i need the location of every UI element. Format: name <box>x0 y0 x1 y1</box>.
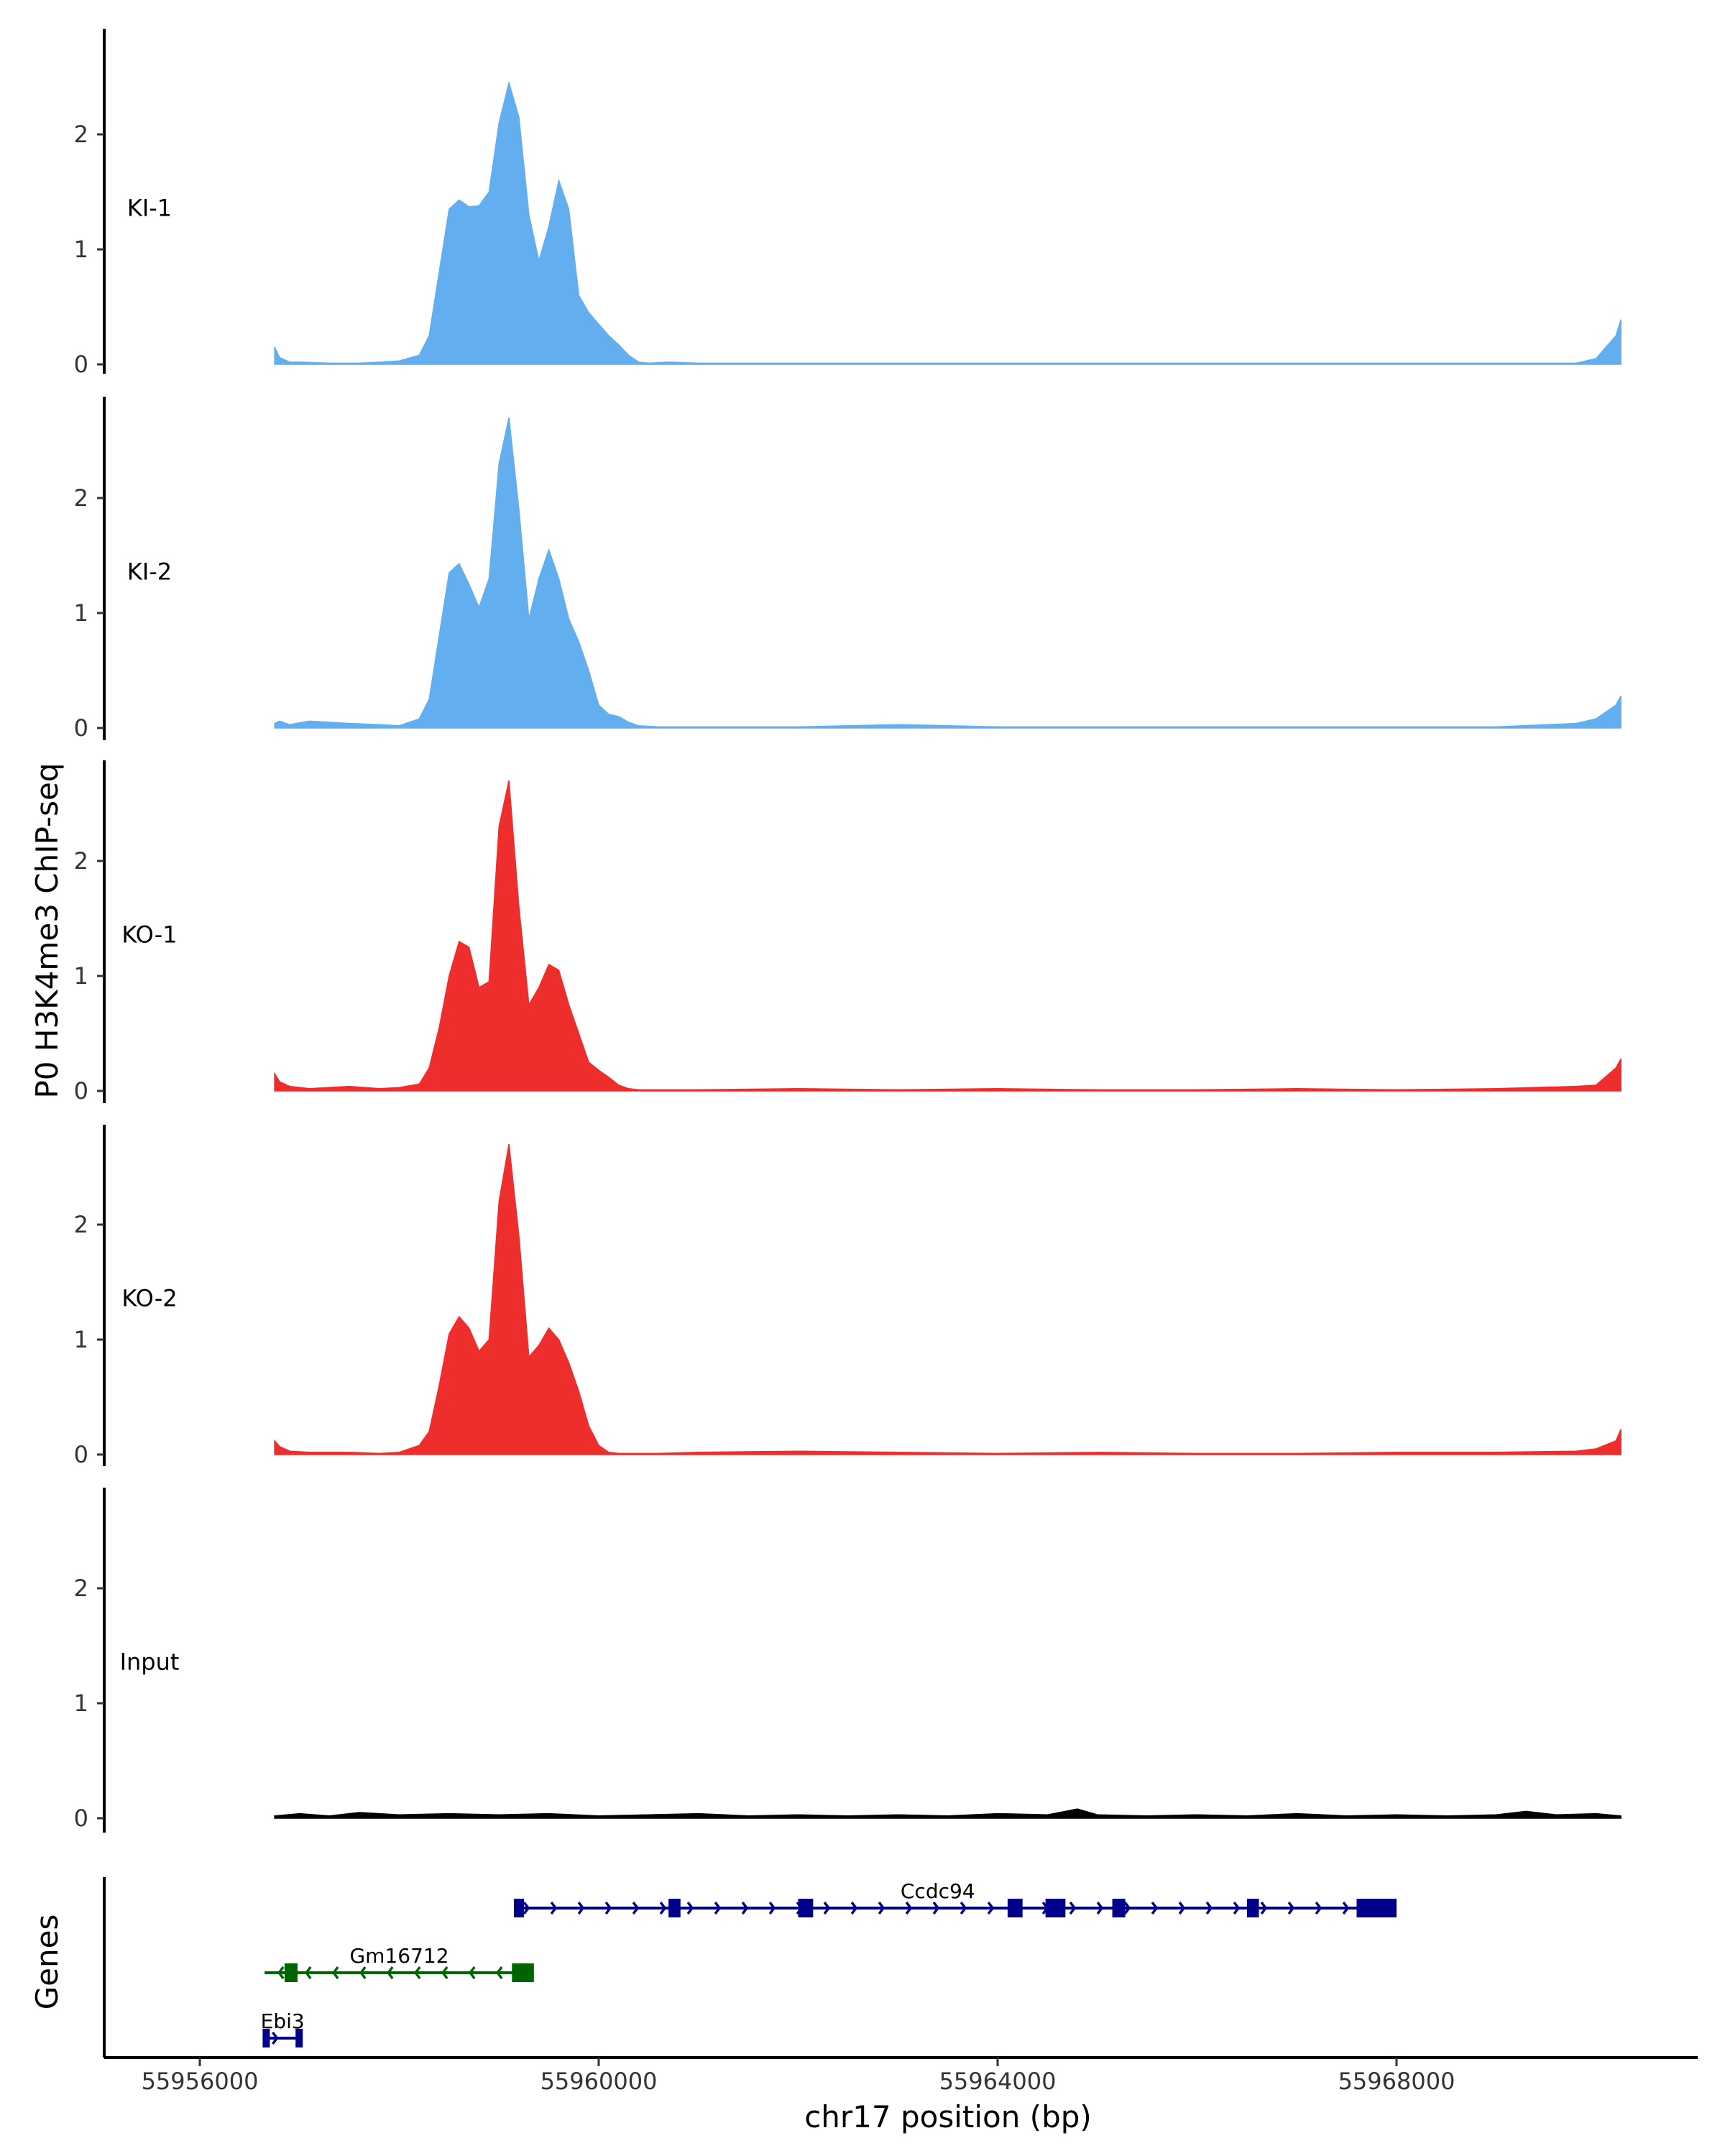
track-panel-ki-2: 0 1 2 KI-2 <box>74 397 1622 742</box>
y-tick-label: 0 <box>74 1077 88 1105</box>
track-label: KI-1 <box>127 194 172 221</box>
coverage-area-ko-1 <box>274 780 1622 1092</box>
exon-block <box>512 1963 534 1982</box>
genes-panel-title: Genes <box>29 1915 65 2010</box>
strand-arrow <box>1233 1901 1241 1915</box>
gene-ebi3: Ebi3 <box>261 2009 305 2047</box>
y-tick-label: 2 <box>74 847 88 875</box>
strand-arrow <box>1096 1901 1104 1915</box>
y-tick-label: 1 <box>74 962 88 990</box>
strand-arrow <box>272 2031 279 2045</box>
track-panel-input: 0 1 2 Input <box>74 1488 1622 1833</box>
exon-block <box>1045 1899 1066 1917</box>
coverage-tracks: 0 1 2 KI-1 0 1 2 KI-2 0 1 2 KO-1 0 1 2 KO-2 0 1 2 Input <box>74 29 1622 1833</box>
exon-block <box>284 1963 298 1982</box>
gene-label: Ebi3 <box>261 2009 305 2033</box>
exon-block <box>798 1899 814 1917</box>
strand-arrow <box>441 1966 448 1980</box>
track-panel-ko-2: 0 1 2 KO-2 <box>74 1125 1622 1468</box>
exon-block <box>1007 1899 1023 1917</box>
strand-arrow <box>332 1966 339 1980</box>
strand-arrow <box>469 1966 476 1980</box>
gene-label: Gm16712 <box>349 1944 448 1968</box>
coverage-area-ki-1 <box>274 80 1622 365</box>
strand-arrow <box>577 1901 585 1915</box>
strand-arrow <box>1205 1901 1213 1915</box>
track-panel-ko-1: 0 1 2 KO-1 <box>74 760 1622 1105</box>
strand-arrow <box>414 1966 421 1980</box>
strand-arrow <box>387 1966 394 1980</box>
gene-label: Ccdc94 <box>901 1879 975 1903</box>
coverage-area-input <box>274 1808 1622 1819</box>
y-tick-label: 0 <box>74 1805 88 1832</box>
strand-arrow <box>305 1966 312 1980</box>
track-label: KI-2 <box>127 558 172 585</box>
exon-block <box>668 1899 681 1917</box>
strand-arrow <box>714 1901 722 1915</box>
track-label: Input <box>120 1648 180 1675</box>
strand-arrow <box>1287 1901 1295 1915</box>
strand-arrow <box>1315 1901 1322 1915</box>
strand-arrow <box>496 1966 503 1980</box>
y-tick-label: 0 <box>74 714 88 742</box>
y-tick-label: 2 <box>74 1575 88 1602</box>
track-panel-ki-1: 0 1 2 KI-1 <box>74 29 1622 378</box>
strand-arrow <box>960 1901 967 1915</box>
track-label: KO-2 <box>121 1284 177 1312</box>
y-tick-label: 0 <box>74 1441 88 1468</box>
strand-arrow <box>1069 1901 1077 1915</box>
coverage-area-ki-2 <box>274 417 1622 729</box>
strand-arrow <box>277 1966 285 1980</box>
strand-arrow <box>878 1901 886 1915</box>
strand-arrow <box>359 1966 367 1980</box>
coverage-area-ko-2 <box>274 1143 1622 1455</box>
y-tick-label: 1 <box>74 236 88 263</box>
exon-block <box>514 1899 524 1917</box>
y-tick-label: 1 <box>74 1326 88 1353</box>
x-axis-title: chr17 position (bp) <box>804 2099 1092 2134</box>
y-axis-title: P0 H3K4me3 ChIP-seq <box>29 763 65 1098</box>
strand-arrow <box>1123 1901 1131 1915</box>
y-tick-label: 0 <box>74 351 88 378</box>
y-tick-label: 2 <box>74 1211 88 1238</box>
strand-arrow <box>523 1901 530 1915</box>
exon-block <box>1246 1899 1259 1917</box>
x-axis: 55956000 55960000 55964000 55968000 <box>104 2056 1698 2095</box>
strand-arrow <box>1151 1901 1159 1915</box>
y-tick-label: 1 <box>74 1690 88 1717</box>
strand-arrow <box>1260 1901 1268 1915</box>
strand-arrow <box>659 1901 667 1915</box>
track-label: KO-1 <box>121 921 177 948</box>
strand-arrow <box>1178 1901 1186 1915</box>
exon-block <box>262 2029 270 2047</box>
strand-arrow <box>932 1901 940 1915</box>
strand-arrow <box>741 1901 749 1915</box>
y-tick-label: 1 <box>74 599 88 627</box>
strand-arrow <box>768 1901 776 1915</box>
strand-arrow <box>905 1901 913 1915</box>
strand-arrow <box>823 1901 831 1915</box>
strand-arrow <box>1342 1901 1350 1915</box>
x-tick-label: 55964000 <box>939 2068 1057 2095</box>
exon-block <box>295 2029 303 2047</box>
y-tick-label: 2 <box>74 484 88 512</box>
exon-block <box>1356 1899 1397 1917</box>
strand-arrow <box>850 1901 858 1915</box>
gene-ccdc94: Ccdc94 <box>514 1879 1397 1917</box>
x-tick-label: 55960000 <box>540 2068 658 2095</box>
strand-arrow <box>686 1901 694 1915</box>
x-tick-label: 55968000 <box>1338 2068 1455 2095</box>
strand-arrow <box>550 1901 558 1915</box>
strand-arrow <box>987 1901 995 1915</box>
exon-block <box>1112 1899 1126 1917</box>
gene-gm16712: Gm16712 <box>264 1944 534 1982</box>
x-tick-label: 55956000 <box>142 2068 259 2095</box>
strand-arrow <box>632 1901 640 1915</box>
y-tick-label: 2 <box>74 121 88 148</box>
gene-annotation-panel: Ccdc94 Gm16712 Ebi3 <box>103 1877 1397 2058</box>
strand-arrow <box>604 1901 612 1915</box>
